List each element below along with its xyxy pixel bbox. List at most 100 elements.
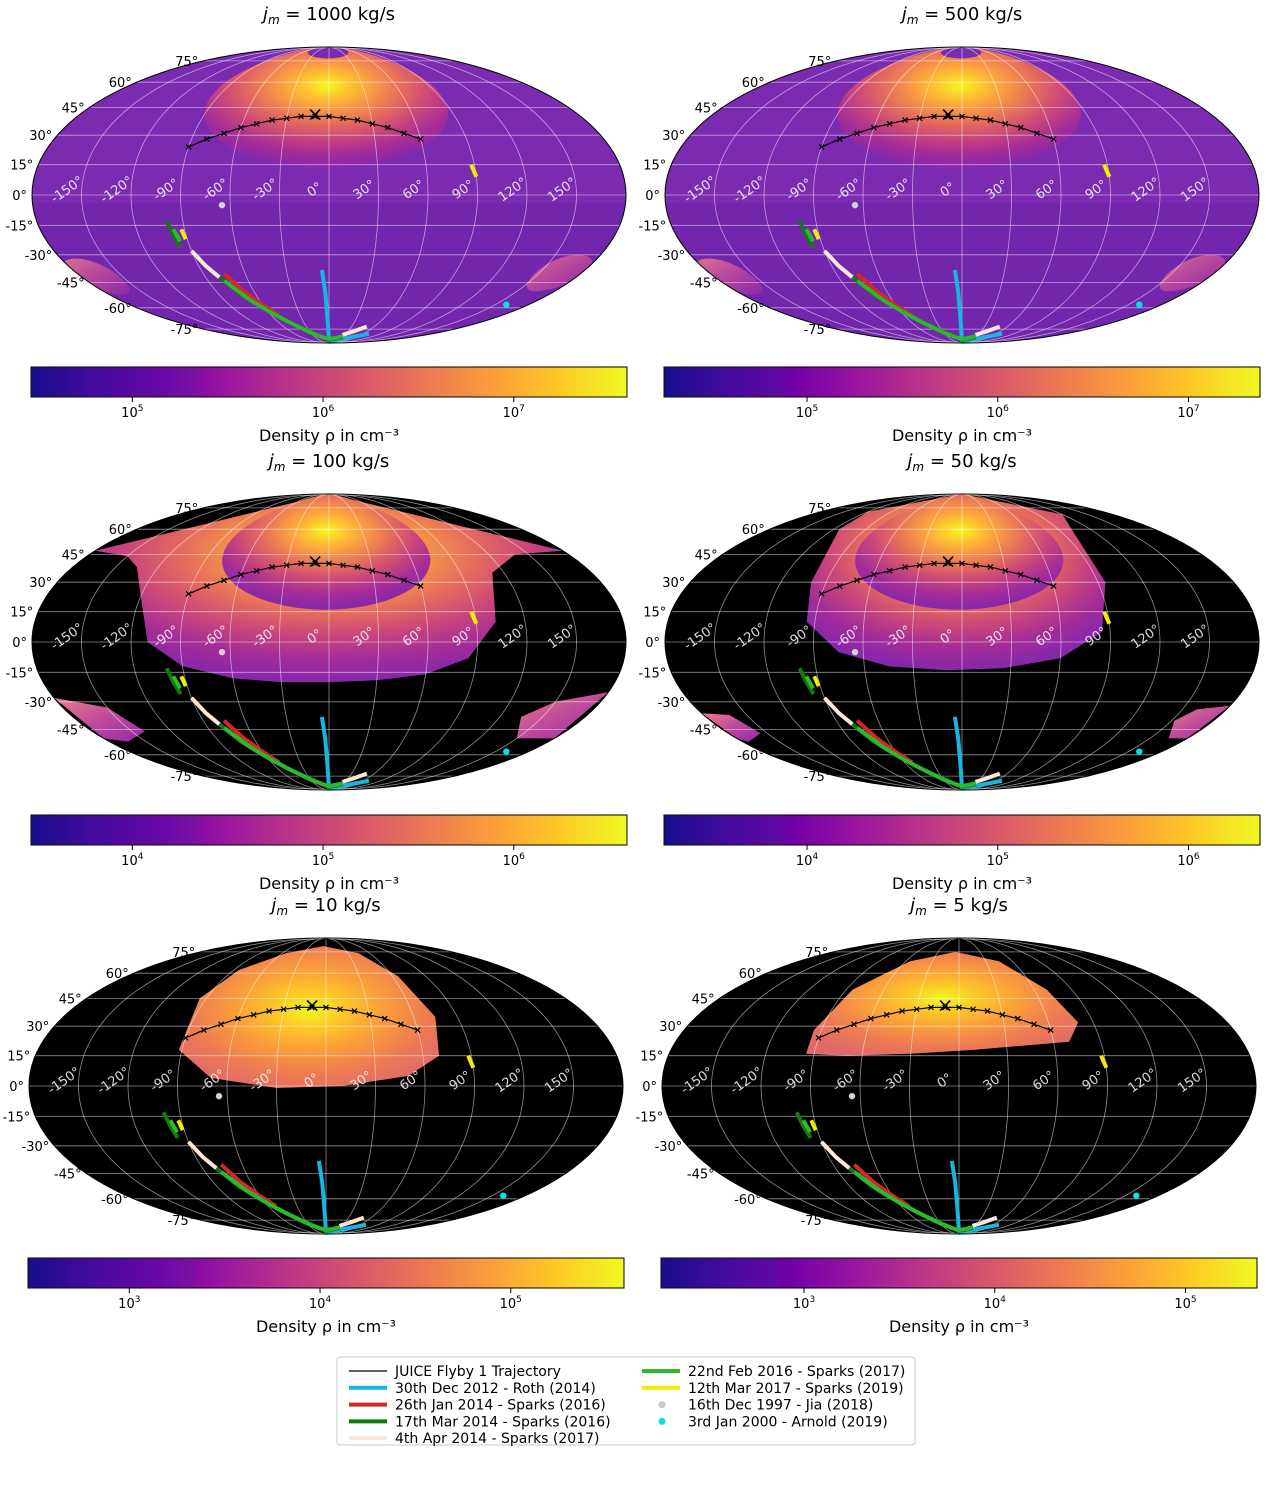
trajectory-marker <box>913 1006 920 1013</box>
trajectory-marker <box>987 117 994 124</box>
trajectory-marker <box>414 1027 421 1033</box>
closest-approach-marker <box>939 1000 951 1012</box>
lat-tick-label: 30° <box>26 1020 49 1035</box>
trajectory-marker <box>250 1011 257 1018</box>
lat-tick-label: -75° <box>801 1214 829 1229</box>
lat-tick-label: 0° <box>645 189 660 204</box>
trajectory-marker <box>984 1008 991 1015</box>
trajectory-marker <box>1050 583 1057 589</box>
graticule <box>665 494 1259 790</box>
trajectory-marker <box>354 564 361 571</box>
trajectory-marker <box>298 560 304 567</box>
observation-point <box>1133 1192 1140 1199</box>
colorbar-tick-label: 106 <box>987 404 1010 421</box>
legend-label: 12th Mar 2017 - Sparks (2019) <box>688 1381 904 1397</box>
trajectory-marker <box>1002 567 1009 574</box>
panel-title: jm = 500 kg/s <box>899 4 1023 27</box>
trajectory-marker <box>221 577 227 584</box>
closest-approach-marker <box>309 109 321 121</box>
legend-entry: 17th Mar 2014 - Sparks (2016) <box>349 1414 611 1430</box>
panel-title: jm = 100 kg/s <box>266 451 390 474</box>
lat-tick-label: 15° <box>10 606 33 621</box>
map-panels: jm = 1000 kg/s75°60°45°30°15°0°-15°-30°-… <box>3 4 1261 1336</box>
observation-point <box>851 201 859 209</box>
legend-entry: JUICE Flyby 1 Trajectory <box>349 1364 561 1380</box>
trajectory-marker <box>298 113 304 120</box>
lat-tick-label: -30° <box>655 1140 683 1155</box>
trajectory-marker <box>182 1034 189 1041</box>
colorbar-label: Density ρ in cm⁻³ <box>256 1317 396 1336</box>
legend-label: 3rd Jan 2000 - Arnold (2019) <box>688 1414 888 1430</box>
panel-title: jm = 5 kg/s <box>907 895 1008 918</box>
observation-track <box>952 716 964 790</box>
observation-track <box>797 220 816 249</box>
colorbar-tick-label: 103 <box>793 1295 815 1312</box>
observation-track <box>812 228 821 241</box>
trajectory-marker <box>354 117 361 124</box>
lat-tick-label: 0° <box>9 1080 24 1095</box>
lat-tick-label: -60° <box>104 302 132 317</box>
juice-trajectory <box>818 1006 1051 1039</box>
observation-track <box>179 675 188 688</box>
lat-tick-label: -15° <box>639 666 667 681</box>
lat-tick-label: 60° <box>109 76 132 91</box>
trajectory-marker <box>200 1027 207 1033</box>
observation-track <box>220 1170 341 1232</box>
density-core <box>855 494 1064 610</box>
trajectory-marker <box>234 1015 241 1022</box>
trajectory-marker <box>323 1004 329 1011</box>
colorbar-tick-label: 105 <box>1174 1295 1196 1312</box>
lon-tick-label: 0° <box>935 1071 956 1092</box>
trajectory-marker <box>818 143 825 150</box>
observation-track <box>338 1215 365 1228</box>
lat-tick-label: -30° <box>658 696 686 711</box>
lat-tick-label: 15° <box>643 159 666 174</box>
trajectory-marker <box>959 560 965 567</box>
trajectory-marker <box>185 590 192 597</box>
lat-tick-label: 30° <box>659 1020 682 1035</box>
trajectory-marker <box>351 1008 358 1015</box>
density-band <box>62 258 130 295</box>
trajectory-marker <box>870 124 877 131</box>
closest-approach-marker <box>942 109 954 121</box>
lat-tick-label: 30° <box>662 576 685 591</box>
map-panel-3: jm = 100 kg/s75°60°45°30°15°0°-15°-30°-4… <box>6 451 628 893</box>
legend-label: 22nd Feb 2016 - Sparks (2017) <box>688 1364 905 1380</box>
trajectory-marker <box>1002 120 1009 127</box>
closest-approach-marker <box>942 556 954 568</box>
legend-entry: 30th Dec 2012 - Roth (2014) <box>349 1381 596 1397</box>
trajectory-marker <box>854 130 860 137</box>
trajectory-marker <box>883 1011 890 1018</box>
lat-tick-label: 0° <box>642 1080 657 1095</box>
density-band <box>1168 705 1231 739</box>
trajectory-marker <box>417 136 424 142</box>
trajectory-marker <box>1017 124 1024 131</box>
observation-track <box>223 279 344 341</box>
trajectory-marker <box>1034 577 1040 584</box>
lat-tick-label: 45° <box>62 101 85 116</box>
trajectory-marker <box>218 1021 224 1028</box>
observation-track <box>974 324 1001 337</box>
colorbar-tick-label: 105 <box>121 404 143 421</box>
lat-tick-label: 15° <box>10 159 33 174</box>
colorbar-tick-label: 104 <box>796 852 819 869</box>
trajectory-marker <box>266 1008 272 1015</box>
trajectory-marker <box>269 117 275 124</box>
trajectory-marker <box>1047 1027 1054 1033</box>
lon-tick-label: 0° <box>938 180 959 201</box>
legend-entry: 16th Dec 1997 - Jia (2018) <box>658 1398 873 1414</box>
observation-track <box>797 667 816 696</box>
trajectory-marker <box>818 590 825 597</box>
observation-point <box>500 1192 507 1199</box>
trajectory-marker <box>1050 136 1057 142</box>
observation-track <box>179 228 188 241</box>
legend-label: 16th Dec 1997 - Jia (2018) <box>688 1398 873 1414</box>
trajectory-marker <box>999 1011 1006 1018</box>
trajectory-marker <box>916 562 923 569</box>
legend-label: JUICE Flyby 1 Trajectory <box>394 1364 561 1380</box>
observation-track <box>187 1140 218 1170</box>
lat-tick-label: -60° <box>737 302 765 317</box>
lat-tick-label: -15° <box>636 1110 664 1125</box>
